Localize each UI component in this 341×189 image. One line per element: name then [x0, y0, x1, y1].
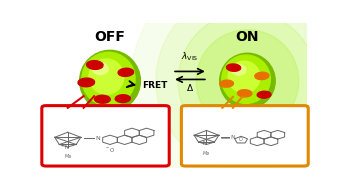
- Ellipse shape: [226, 64, 241, 71]
- Text: O: O: [239, 137, 243, 143]
- Text: $^+$N: $^+$N: [60, 143, 71, 152]
- Text: FRET: FRET: [142, 81, 167, 91]
- Ellipse shape: [80, 50, 140, 112]
- Ellipse shape: [220, 53, 275, 108]
- FancyBboxPatch shape: [181, 106, 308, 166]
- Ellipse shape: [131, 0, 341, 189]
- Text: $^-$O: $^-$O: [105, 146, 115, 154]
- Ellipse shape: [220, 80, 234, 87]
- Ellipse shape: [228, 61, 260, 93]
- Text: N: N: [202, 141, 206, 146]
- Text: N: N: [95, 136, 100, 141]
- Ellipse shape: [94, 95, 110, 103]
- Text: $\Delta$: $\Delta$: [186, 82, 194, 93]
- Ellipse shape: [257, 91, 271, 98]
- Ellipse shape: [78, 78, 94, 87]
- Text: OFF: OFF: [94, 30, 125, 44]
- Text: Me: Me: [203, 151, 210, 156]
- Ellipse shape: [82, 52, 135, 106]
- Text: ON: ON: [236, 30, 259, 44]
- Text: Me: Me: [64, 154, 71, 159]
- Ellipse shape: [89, 59, 124, 94]
- Text: N: N: [230, 135, 235, 140]
- FancyBboxPatch shape: [42, 106, 169, 166]
- Ellipse shape: [87, 61, 103, 69]
- Ellipse shape: [231, 65, 246, 75]
- Ellipse shape: [115, 95, 130, 102]
- Ellipse shape: [156, 0, 339, 172]
- Ellipse shape: [255, 72, 269, 80]
- Ellipse shape: [196, 30, 299, 132]
- Ellipse shape: [92, 63, 108, 74]
- Ellipse shape: [178, 12, 317, 150]
- Ellipse shape: [222, 55, 270, 103]
- Ellipse shape: [237, 90, 252, 97]
- Text: $\lambda_{\mathsf{VIS}}$: $\lambda_{\mathsf{VIS}}$: [181, 51, 198, 64]
- Ellipse shape: [118, 68, 134, 76]
